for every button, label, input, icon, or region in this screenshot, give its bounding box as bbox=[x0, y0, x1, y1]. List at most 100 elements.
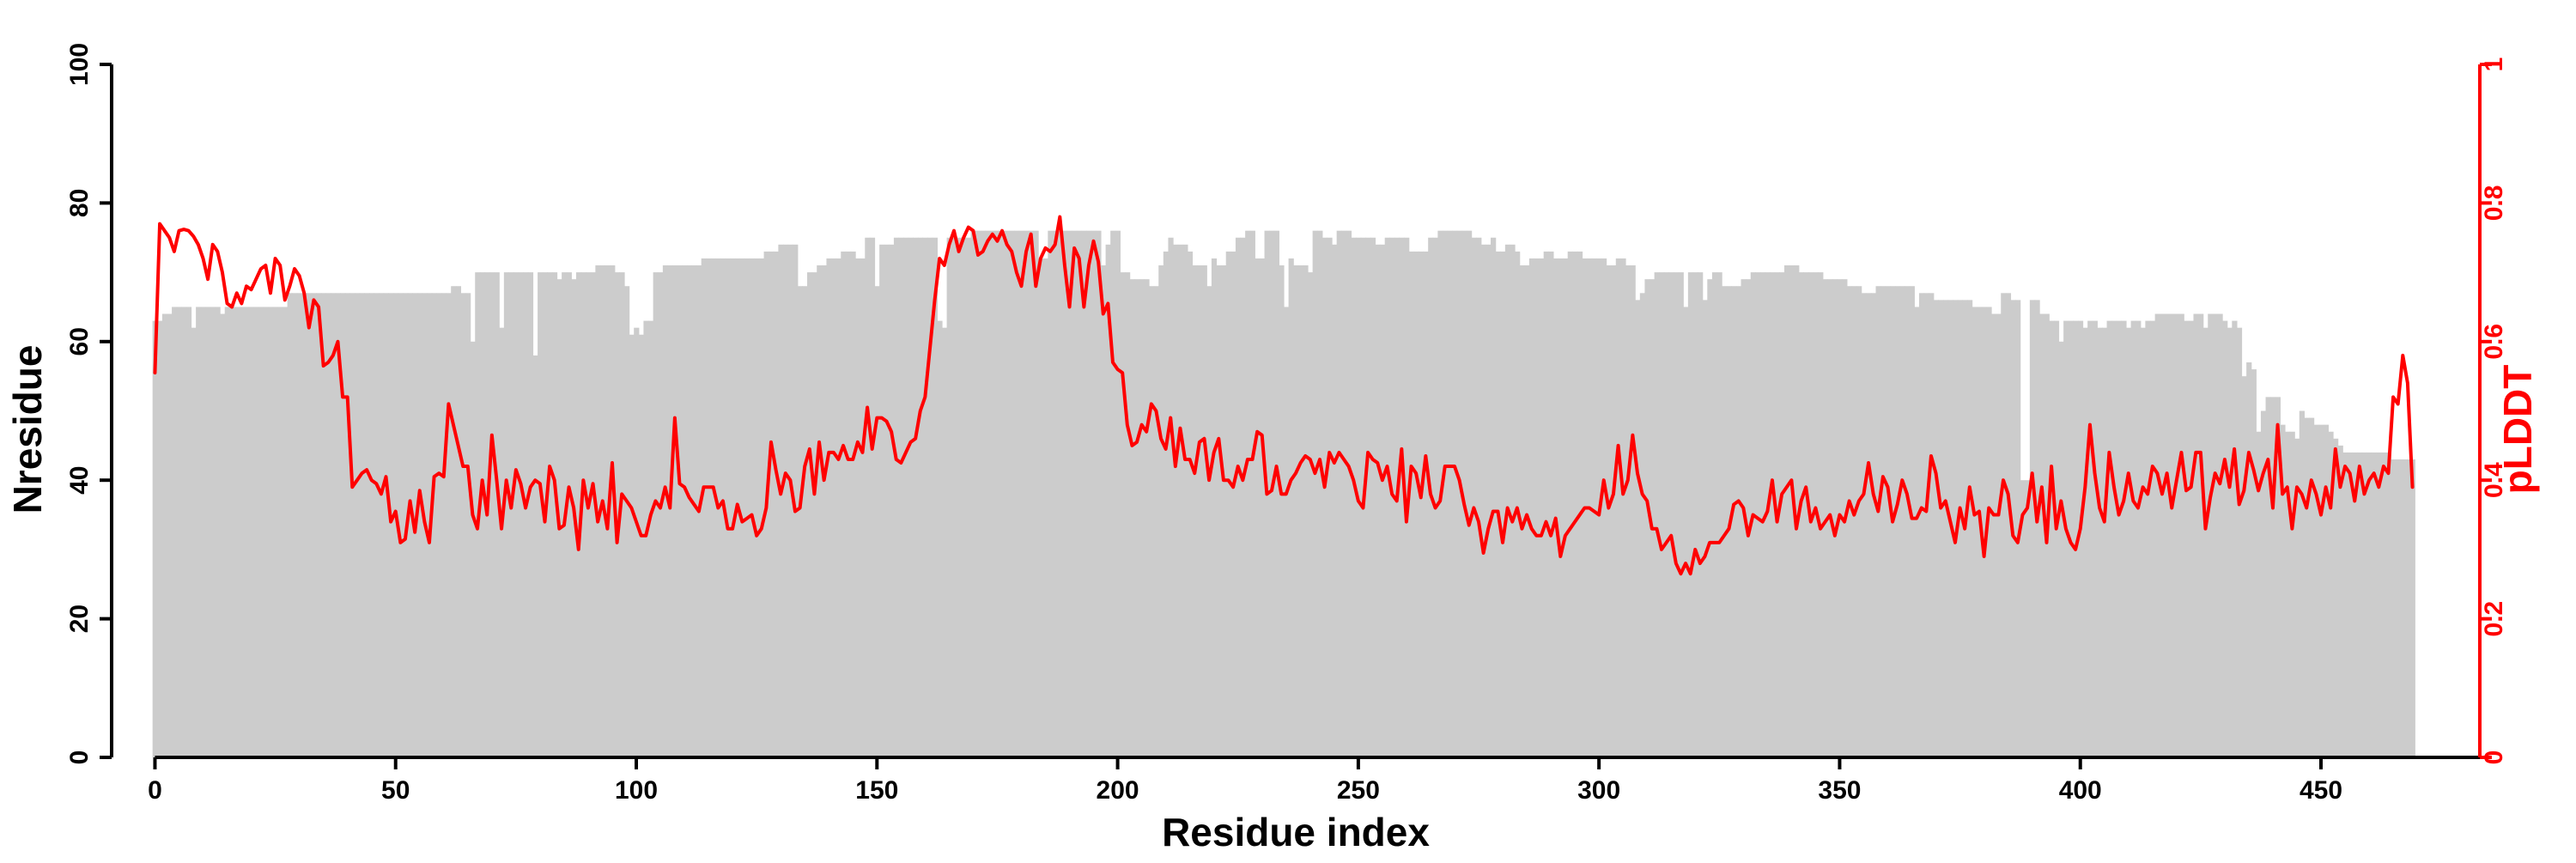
residue-bar bbox=[1798, 272, 1804, 758]
residue-bar bbox=[758, 258, 765, 758]
residue-bar bbox=[999, 230, 1005, 757]
residue-bar bbox=[1794, 265, 1800, 757]
residue-bar bbox=[1625, 265, 1631, 757]
residue-bar bbox=[2169, 313, 2175, 757]
residue-bar bbox=[176, 307, 182, 757]
residue-bar bbox=[2352, 452, 2358, 757]
residue-bar bbox=[1630, 265, 1636, 757]
residue-bar bbox=[667, 265, 673, 757]
y2-axis-title: pLDDT bbox=[2495, 365, 2540, 495]
residue-bar bbox=[970, 230, 976, 757]
residue-bar bbox=[2160, 313, 2166, 757]
residue-bar bbox=[479, 272, 486, 758]
axes bbox=[110, 64, 2482, 759]
residue-bar bbox=[374, 293, 380, 757]
residue-bar bbox=[994, 230, 1000, 757]
residue-bar bbox=[966, 237, 972, 757]
residue-bar bbox=[301, 293, 307, 757]
residue-bar bbox=[951, 237, 957, 757]
residue-bar bbox=[2217, 313, 2223, 757]
residue-bar bbox=[975, 230, 981, 757]
residue-bar bbox=[1423, 251, 1429, 757]
residue-bar bbox=[1249, 230, 1255, 757]
residue-bar bbox=[2284, 431, 2291, 757]
residue-bar bbox=[277, 307, 283, 757]
residue-bar bbox=[1552, 258, 1559, 758]
residue-bar bbox=[1639, 293, 1646, 757]
residue-bar bbox=[1312, 230, 1318, 757]
residue-bar bbox=[1327, 237, 1333, 757]
residue-bar bbox=[730, 258, 736, 758]
residue-bar bbox=[1091, 230, 1097, 757]
residue-bar bbox=[1452, 230, 1458, 757]
residue-bar bbox=[398, 293, 404, 757]
residue-bar bbox=[1866, 293, 1872, 757]
residue-bar bbox=[913, 237, 919, 757]
residue-bar bbox=[2136, 320, 2142, 757]
residue-bar bbox=[590, 272, 596, 758]
residue-bar bbox=[364, 293, 370, 757]
residue-bar bbox=[634, 327, 640, 757]
residue-bar bbox=[2294, 438, 2300, 757]
residue-bar bbox=[325, 293, 331, 757]
y2-tick-label: 0.8 bbox=[2480, 185, 2508, 222]
residue-bar bbox=[2256, 431, 2262, 757]
residue-bar bbox=[1746, 279, 1752, 757]
residue-bar bbox=[307, 293, 313, 757]
residue-count-bars bbox=[152, 230, 2415, 758]
residue-bar bbox=[296, 293, 303, 757]
residue-bar bbox=[518, 272, 524, 758]
residue-bar bbox=[1698, 272, 1704, 758]
x-tick-label: 400 bbox=[2059, 776, 2102, 805]
residue-bar bbox=[1491, 237, 1497, 757]
residue-bar bbox=[1187, 251, 1194, 757]
residue-bar bbox=[1543, 251, 1549, 757]
residue-bar bbox=[1515, 251, 1521, 757]
residue-bar bbox=[1129, 279, 1135, 757]
residue-bar bbox=[1957, 300, 1963, 757]
residue-bar bbox=[1004, 230, 1011, 757]
residue-bar bbox=[1351, 237, 1357, 757]
residue-bar bbox=[1230, 251, 1236, 757]
residue-bar bbox=[1221, 265, 1227, 757]
residue-bar bbox=[1057, 230, 1063, 757]
residue-bar bbox=[826, 258, 832, 758]
residue-bar bbox=[2313, 424, 2319, 757]
residue-bar bbox=[1668, 272, 1674, 758]
residue-bar bbox=[2058, 341, 2064, 757]
residue-bar bbox=[937, 320, 943, 757]
residue-bar bbox=[1288, 258, 1294, 758]
residue-bar bbox=[268, 307, 274, 757]
residue-bar bbox=[451, 286, 457, 757]
residue-bar bbox=[1918, 293, 1925, 757]
residue-bar bbox=[2188, 320, 2195, 757]
residue-bar bbox=[1072, 230, 1078, 757]
residue-bar bbox=[1240, 237, 1246, 757]
residue-bar bbox=[1442, 230, 1449, 757]
residue-bar bbox=[1759, 272, 1766, 758]
residue-bar bbox=[1635, 300, 1641, 757]
residue-bar bbox=[749, 258, 755, 758]
residue-bar bbox=[2130, 320, 2136, 757]
residue-bar bbox=[1524, 265, 1530, 757]
y-tick-label: 0 bbox=[65, 751, 94, 765]
residue-bar bbox=[523, 272, 529, 758]
residue-bar bbox=[2150, 320, 2156, 757]
residue-bar bbox=[2005, 293, 2012, 757]
residue-bar bbox=[1009, 230, 1015, 757]
residue-bar bbox=[946, 237, 952, 757]
y2-tick-label: 0.6 bbox=[2480, 324, 2508, 360]
residue-bar bbox=[1182, 244, 1188, 757]
residue-bar bbox=[1485, 244, 1492, 757]
residue-bar bbox=[161, 313, 168, 757]
residue-bar bbox=[349, 293, 355, 757]
residue-bar bbox=[292, 293, 298, 757]
x-tick-label: 250 bbox=[1337, 776, 1380, 805]
residue-bar bbox=[1048, 230, 1054, 757]
residue-bar bbox=[1692, 272, 1698, 758]
y-tick-label: 100 bbox=[65, 43, 94, 86]
residue-bar bbox=[845, 251, 852, 757]
residue-bar bbox=[436, 293, 442, 757]
residue-bar bbox=[1755, 272, 1761, 758]
residue-bar bbox=[1096, 230, 1102, 757]
